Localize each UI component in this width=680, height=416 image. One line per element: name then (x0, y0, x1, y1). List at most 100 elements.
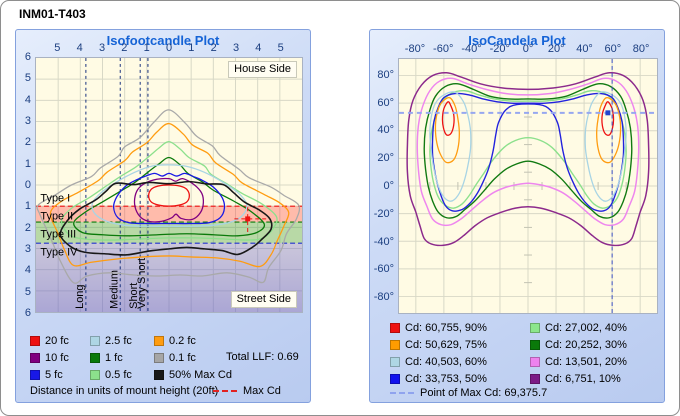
isofootcandle-xlabels: 5 4 3 2 1 0 1 2 3 4 5 (35, 42, 303, 55)
y-tick-label: 20° (377, 152, 394, 165)
isofootcandle-title: Isofootcandle Plot (106, 33, 220, 48)
legend-item: 20 fc (30, 332, 90, 349)
x-tick-label: 5 (54, 42, 61, 54)
y-tick-label: 3 (24, 115, 31, 127)
legend-label: Cd: 33,753, 50% (405, 372, 487, 385)
house-side-label: House Side (228, 61, 297, 78)
y-tick-label: 2 (24, 136, 31, 149)
x-tick-label: -40° (461, 43, 482, 55)
legend-label: Cd: 13,501, 20% (545, 355, 627, 368)
x-tick-label: 3 (98, 42, 106, 54)
legend-label: Cd: 6,751, 10% (545, 372, 621, 385)
svg-text:Type I: Type I (40, 193, 70, 205)
point-max-cd-dash-icon (390, 392, 414, 394)
legend-label: 5 fc (45, 368, 63, 381)
legend-label: Cd: 60,755, 90% (405, 321, 487, 334)
x-tick-label: -60° (433, 43, 454, 55)
legend-item: 0.2 fc (154, 332, 264, 349)
y-tick-label: 6 (24, 307, 31, 319)
svg-text:Type III: Type III (40, 229, 76, 241)
legend-swatch-icon (154, 352, 164, 363)
legend-label: 50% Max Cd (169, 368, 232, 381)
y-tick-label: 5 (24, 285, 31, 298)
x-tick-label: 0 (165, 42, 173, 54)
distance-note: Distance in units of mount height (20ft) (30, 385, 219, 397)
isocandela-xlabels: -80° -60° -40° -20° 0° 20° 40° 60° 80° (398, 43, 658, 56)
x-tick-label: 1 (143, 42, 150, 54)
x-tick-label: 40° (576, 43, 593, 55)
x-tick-label: 4 (76, 42, 83, 54)
x-tick-label: 2 (210, 42, 217, 54)
isocandela-plot (398, 58, 658, 314)
legend-item: 10 fc (30, 349, 90, 366)
legend-item: Cd: 13,501, 20% (530, 353, 660, 370)
point-max-cd-label: Point of Max Cd: 69,375.7 (420, 387, 548, 399)
legend-label: Cd: 50,629, 75% (405, 338, 487, 351)
max-cd-legend: Max Cd (213, 385, 281, 397)
y-tick-label: 60° (377, 96, 394, 109)
legend-item: 1 fc (90, 349, 154, 366)
svg-text:Long: Long (74, 285, 86, 309)
isofootcandle-plot-area: 5 4 3 2 1 0 1 2 3 4 5 6 5 4 3 2 1 0 1 2 3 4 5 6 Long Medium Shor… (25, 42, 303, 319)
x-tick-label: 1 (188, 42, 195, 54)
y-tick-label: -20° (373, 207, 394, 220)
legend-swatch-icon (154, 369, 164, 380)
x-tick-label: -20° (489, 43, 510, 55)
y-tick-label: 0 (24, 179, 31, 191)
legend-swatch-icon (530, 373, 540, 384)
x-tick-label: -80° (404, 43, 426, 55)
isofootcandle-ylabels: 6 5 4 3 2 1 0 1 2 3 4 5 6 (18, 51, 35, 319)
x-tick-label: 4 (255, 42, 262, 54)
legend-swatch-icon (154, 335, 164, 346)
y-tick-label: -80° (373, 291, 394, 304)
legend-swatch-icon (90, 369, 100, 380)
y-tick-label: 0° (383, 180, 394, 192)
legend-swatch-icon (530, 322, 540, 333)
x-tick-label: 3 (232, 42, 240, 54)
legend-label: Cd: 20,252, 30% (545, 338, 627, 351)
page-title: INM01-T403 (19, 7, 86, 21)
legend-item: 0.1 fc (154, 349, 264, 366)
legend-label: 20 fc (45, 334, 69, 347)
legend-swatch-icon (90, 335, 100, 346)
street-side-label: Street Side (230, 291, 297, 308)
svg-text:Type IV: Type IV (40, 247, 78, 259)
svg-text:Short: Short (128, 283, 140, 309)
svg-text:Type II: Type II (40, 211, 73, 223)
y-tick-label: -60° (373, 263, 394, 276)
legend-swatch-icon (390, 322, 400, 333)
y-tick-label: 80° (377, 68, 394, 81)
x-tick-label: 5 (277, 42, 284, 54)
max-cd-label: Max Cd (243, 385, 281, 397)
legend-label: 1 fc (105, 351, 123, 364)
isocandela-plot-area: -80° -60° -40° -20° 0° 20° 40° 60° 80° 80° 60° 40°… (374, 43, 658, 314)
legend-item: Cd: 27,002, 40% (530, 319, 660, 336)
legend-item: Cd: 20,252, 30% (530, 336, 660, 353)
legend-swatch-icon (30, 352, 40, 363)
isofootcandle-panel: Isofootcandle Plot 5 4 3 2 1 0 1 2 3 4 5 6 5 4 3 2 1 0 1 2… (15, 29, 311, 403)
isocandela-legend: Cd: 60,755, 90% Cd: 27,002, 40% Cd: 50,629… (390, 319, 660, 401)
legend-item: Cd: 6,751, 10% (530, 370, 660, 387)
legend-swatch-icon (390, 356, 400, 367)
y-tick-label: -40° (373, 235, 394, 248)
legend-label: 0.1 fc (169, 351, 196, 364)
legend-item: 2.5 fc (90, 332, 154, 349)
point-max-cd-legend: Point of Max Cd: 69,375.7 (390, 387, 547, 399)
svg-text:Very Short: Very Short (136, 258, 148, 309)
svg-text:Medium: Medium (108, 270, 120, 309)
legend-item: 0.5 fc (90, 366, 154, 383)
y-tick-label: 5 (24, 72, 31, 85)
y-tick-label: 3 (24, 243, 31, 255)
legend-swatch-icon (530, 356, 540, 367)
total-llf-label: Total LLF: 0.69 (226, 351, 299, 363)
legend-swatch-icon (390, 373, 400, 384)
legend-label: 0.2 fc (169, 334, 196, 347)
isofootcandle-legend: 20 fc 2.5 fc 0.2 fc 10 fc 1 fc 0.1 fc 5 fc 0.5 … (30, 332, 304, 400)
isocandela-ylabels: 80° 60° 40° 20° 0° -20° -40° -60° -80° (372, 58, 398, 314)
x-tick-label: 2 (121, 42, 128, 54)
legend-swatch-icon (530, 339, 540, 350)
legend-label: 10 fc (45, 351, 69, 364)
x-tick-label: 0° (522, 43, 534, 55)
